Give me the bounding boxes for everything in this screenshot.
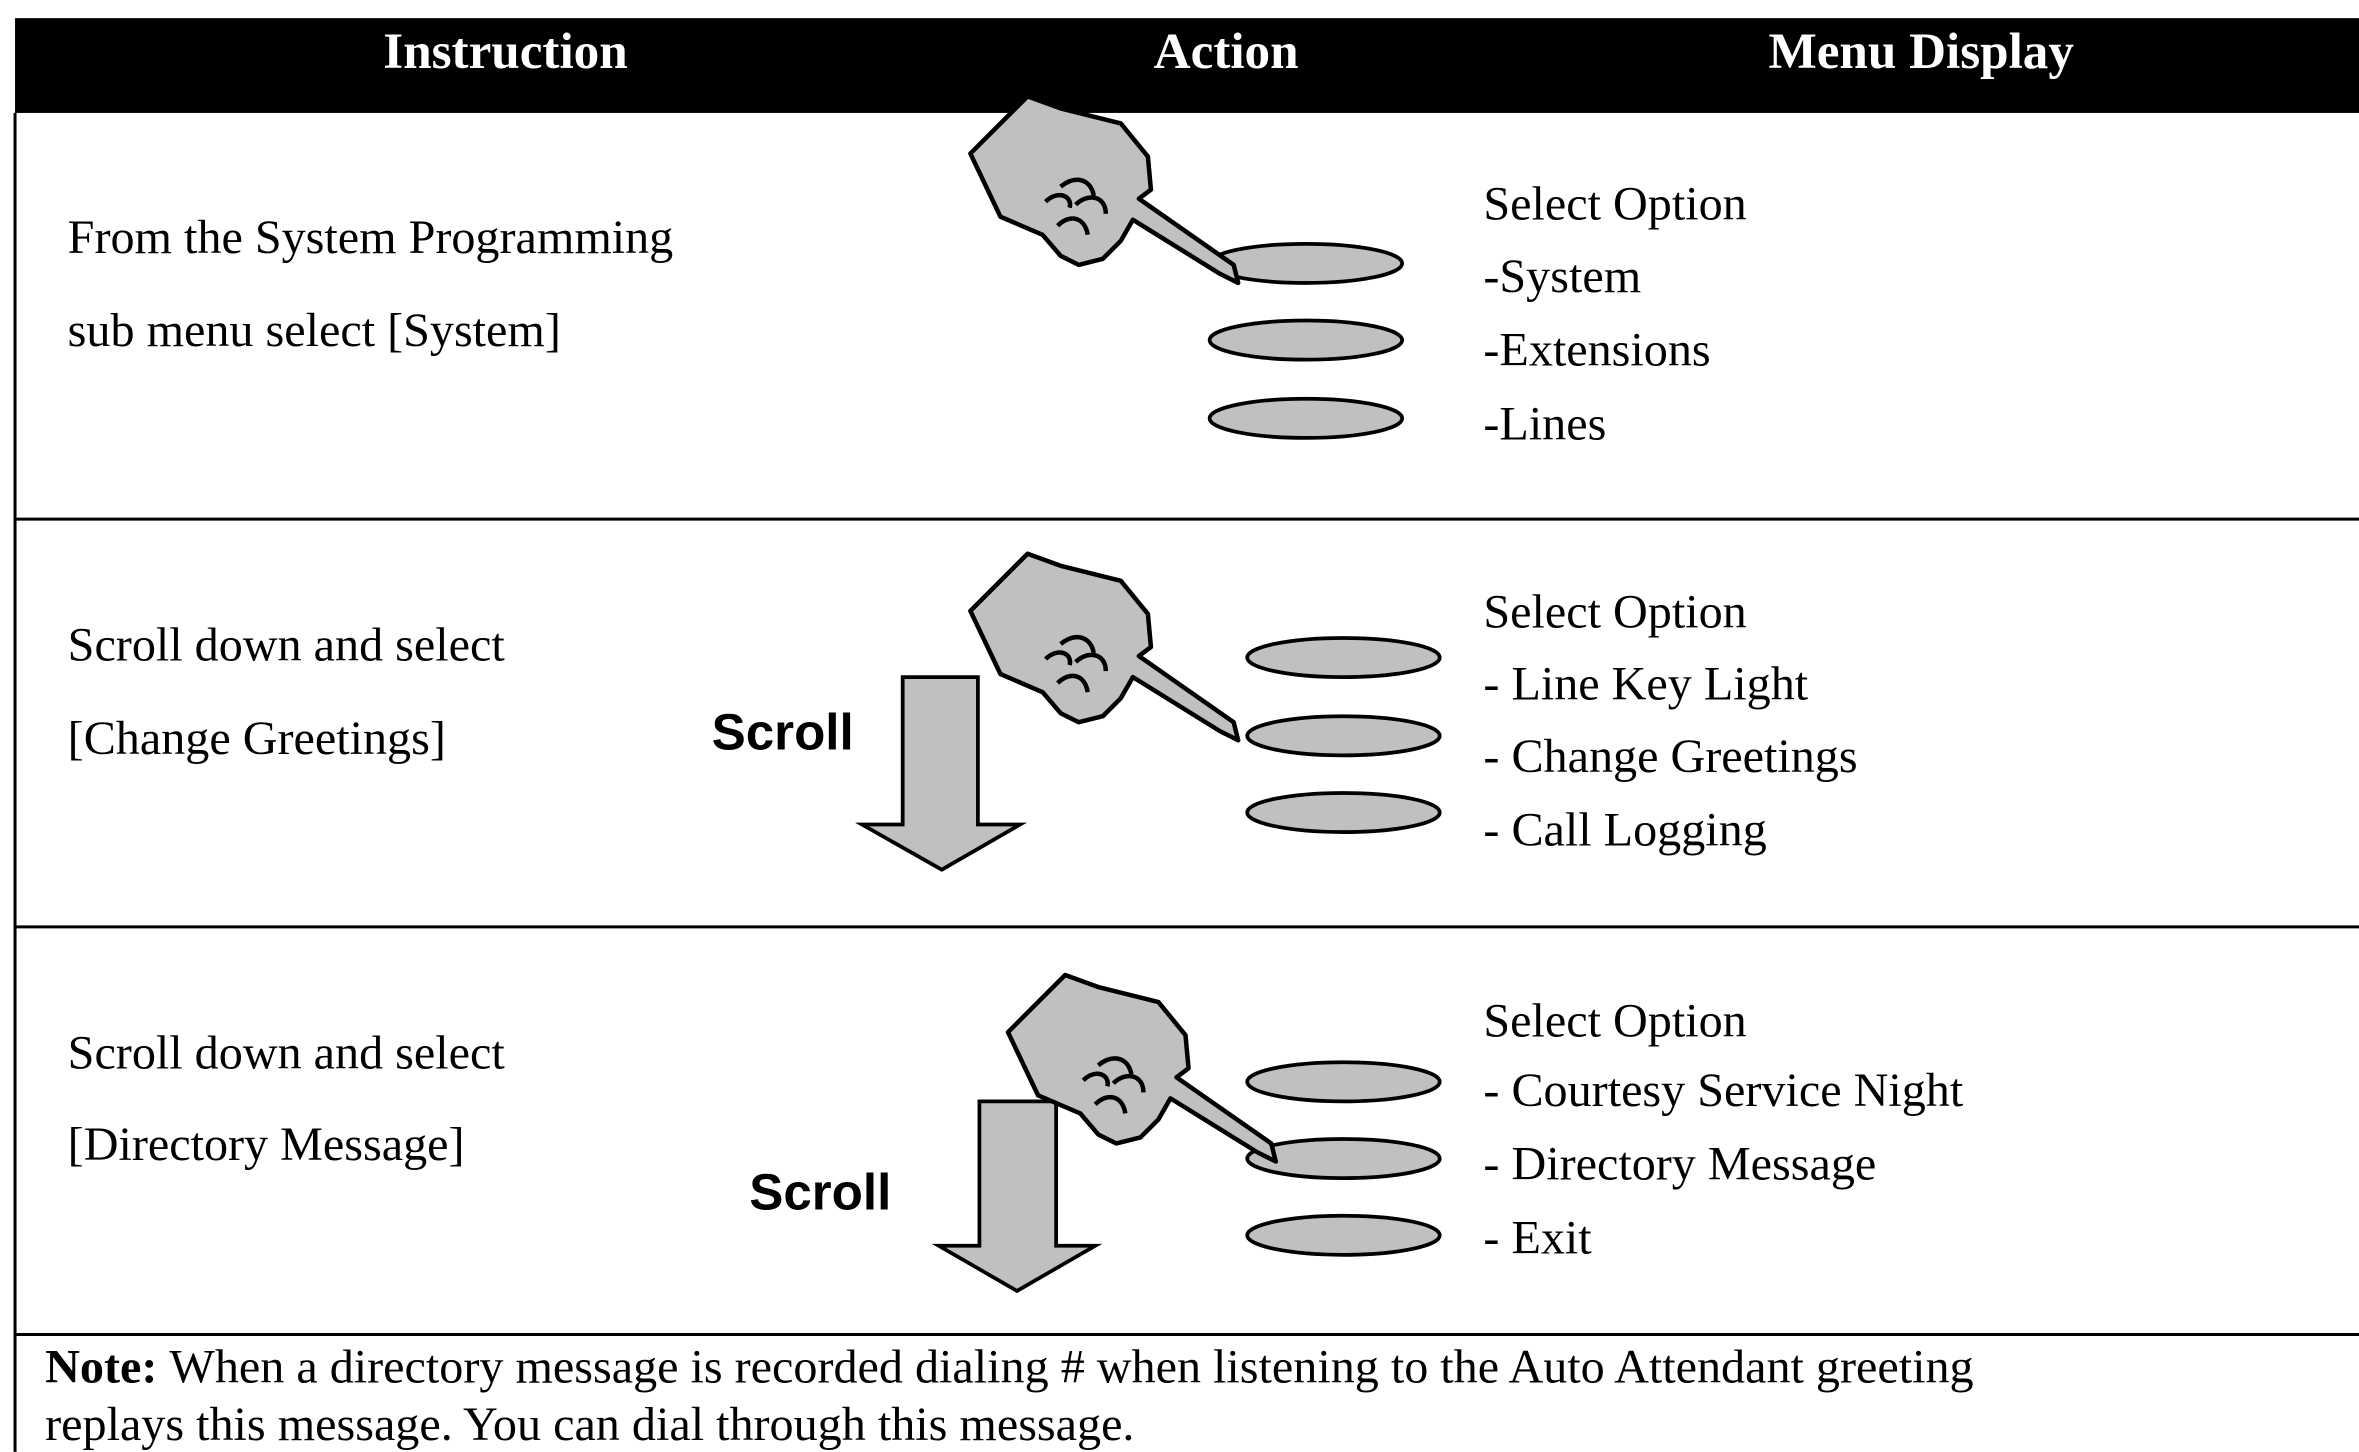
scroll-label: Scroll: [749, 1164, 891, 1221]
menu-line: - Courtesy Service Night: [1483, 1064, 1963, 1117]
menu-line: Select Option: [1483, 995, 1746, 1048]
menu-line: - Line Key Light: [1483, 658, 1808, 711]
button: [1245, 714, 1442, 758]
button: [1245, 1060, 1442, 1104]
instruction-line: [Change Greetings]: [68, 712, 446, 765]
scroll-label: Scroll: [712, 703, 854, 760]
header-cell: Instruction: [383, 23, 627, 80]
instruction-line: sub menu select [System]: [68, 304, 561, 357]
header-cell: Action: [1154, 23, 1299, 80]
menu-line: -Lines: [1483, 397, 1606, 450]
note-line: replays this message. You can dial throu…: [45, 1398, 1134, 1451]
note-text: When a directory message is recorded dia…: [169, 1341, 1973, 1394]
instruction-line: Scroll down and select: [68, 1026, 506, 1079]
instruction-line: [Directory Message]: [68, 1118, 465, 1171]
menu-line: -Extensions: [1483, 324, 1710, 377]
menu-line: Select Option: [1483, 585, 1746, 638]
button: [1245, 1213, 1442, 1257]
button: [1245, 791, 1442, 834]
menu-line: - Directory Message: [1483, 1138, 1876, 1191]
note-line: Note: When a directory message is record…: [45, 1341, 1973, 1394]
header-cell: Menu Display: [1768, 23, 2074, 80]
button: [1245, 1137, 1442, 1180]
menu-line: - Exit: [1483, 1211, 1592, 1264]
menu-line: - Call Logging: [1483, 804, 1766, 857]
menu-line: Select Option: [1483, 178, 1746, 231]
menu-line: -System: [1483, 250, 1641, 303]
button: [1207, 396, 1405, 440]
instruction-line: Scroll down and select: [68, 619, 506, 672]
hand-icon: [970, 96, 1238, 283]
header-band: [15, 18, 2359, 113]
note-label: Note:: [45, 1341, 157, 1394]
menu-line: - Change Greetings: [1483, 730, 1857, 783]
button: [1207, 318, 1405, 362]
scroll-arrow: [854, 675, 1028, 872]
button: [1245, 636, 1442, 679]
scroll-arrow: [931, 1099, 1103, 1294]
instruction-line: From the System Programming: [68, 211, 674, 264]
hand-icon: [970, 554, 1238, 741]
